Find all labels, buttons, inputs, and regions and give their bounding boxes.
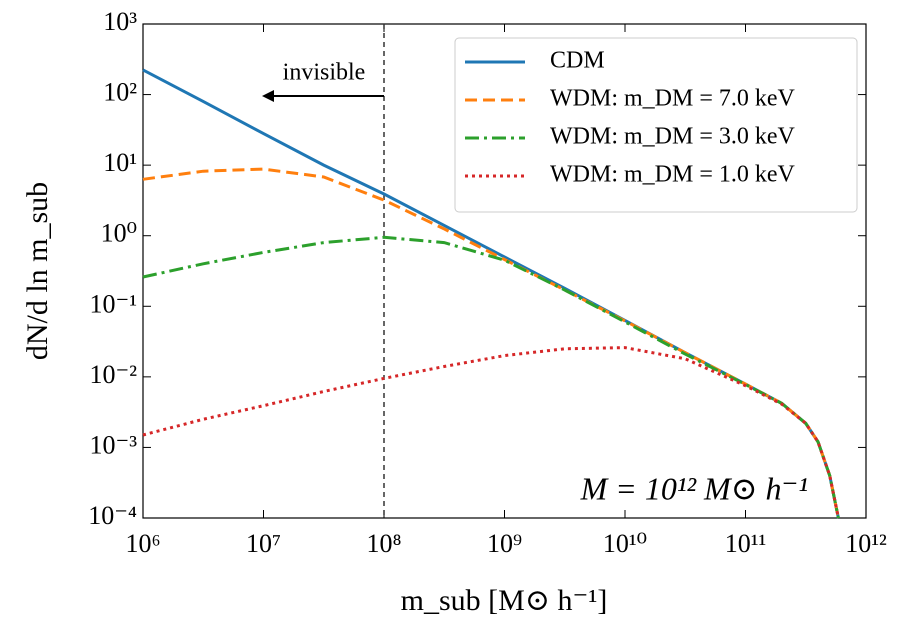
y-tick-label: 10⁰ [101, 219, 137, 248]
y-tick-label: 10¹ [103, 148, 137, 177]
y-tick-label: 10² [103, 78, 137, 107]
y-tick-label: 10⁻³ [89, 430, 137, 459]
legend-label: CDM [550, 48, 605, 74]
x-tick-label: 10⁹ [487, 529, 522, 558]
series-line [142, 346, 840, 519]
legend-label: WDM: m_DM = 1.0 keV [550, 162, 796, 188]
series-line [142, 167, 840, 519]
invisible-label: invisible [283, 60, 366, 86]
x-tick-label: 10⁸ [366, 529, 401, 558]
y-tick-label: 10⁻⁴ [88, 501, 137, 530]
mass-annotation: M = 10¹² M⊙ h⁻¹ [580, 470, 808, 506]
x-tick-label: 10¹² [845, 529, 887, 558]
x-tick-label: 10⁷ [246, 529, 281, 558]
legend-label: WDM: m_DM = 7.0 keV [550, 86, 796, 112]
y-tick-label: 10³ [103, 7, 137, 36]
y-axis-label: dN/d ln m_sub [21, 182, 54, 360]
x-axis-label: m_sub [M⊙ h⁻¹] [401, 584, 608, 617]
x-tick-label: 10⁶ [125, 529, 160, 558]
x-tick-label: 10¹⁰ [603, 529, 647, 558]
y-tick-label: 10⁻¹ [89, 289, 137, 318]
arrow-head [262, 90, 274, 102]
y-tick-label: 10⁻² [89, 360, 137, 389]
x-tick-label: 10¹¹ [725, 529, 767, 558]
legend-box [454, 37, 858, 213]
legend-label: WDM: m_DM = 3.0 keV [550, 124, 796, 150]
